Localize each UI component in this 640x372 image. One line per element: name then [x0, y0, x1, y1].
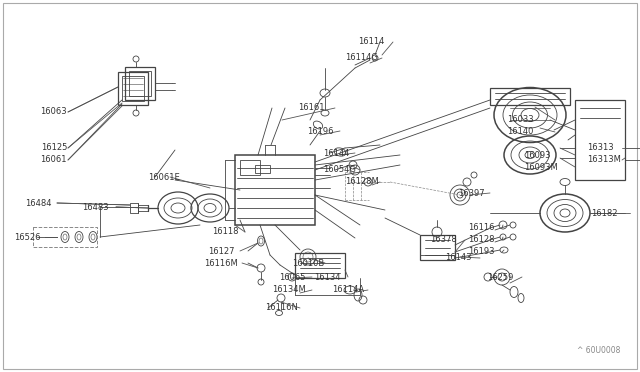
- Text: 16093: 16093: [524, 151, 550, 160]
- Bar: [255, 165, 270, 173]
- Text: 16093M: 16093M: [524, 163, 557, 171]
- Text: 16313M: 16313M: [587, 155, 621, 164]
- Text: 16116N: 16116N: [265, 304, 298, 312]
- Text: 16313: 16313: [587, 144, 614, 153]
- Text: 16140: 16140: [507, 128, 533, 137]
- Text: 16063: 16063: [40, 108, 67, 116]
- Text: 16526: 16526: [14, 232, 40, 241]
- Text: 16116: 16116: [468, 224, 495, 232]
- Bar: [33, 227, 97, 247]
- Bar: [130, 203, 138, 213]
- Text: 16116M: 16116M: [204, 259, 237, 267]
- Text: 16127: 16127: [208, 247, 234, 256]
- Text: 16061E: 16061E: [148, 173, 180, 182]
- Text: 16193: 16193: [468, 247, 495, 257]
- Text: 16061: 16061: [40, 155, 67, 164]
- Text: 16114A: 16114A: [332, 285, 364, 295]
- Text: 16483: 16483: [82, 202, 109, 212]
- Text: 16125: 16125: [40, 144, 67, 153]
- Text: 16484: 16484: [25, 199, 51, 208]
- Text: 16010B: 16010B: [292, 259, 324, 267]
- Text: 16196: 16196: [307, 126, 333, 135]
- Text: 16033: 16033: [507, 115, 534, 125]
- Text: 16134: 16134: [314, 273, 340, 282]
- Bar: [240, 160, 260, 175]
- Text: 16378: 16378: [430, 235, 457, 244]
- Text: 16397: 16397: [458, 189, 484, 198]
- Text: 16259: 16259: [487, 273, 513, 282]
- Text: 16128: 16128: [468, 235, 495, 244]
- Text: 16065: 16065: [279, 273, 305, 282]
- Text: 16134M: 16134M: [272, 285, 306, 295]
- Text: 16128M: 16128M: [345, 177, 379, 186]
- Text: 16161: 16161: [298, 103, 324, 112]
- Text: 16118: 16118: [212, 228, 239, 237]
- Text: 16114: 16114: [358, 38, 385, 46]
- Text: 16143: 16143: [445, 253, 472, 263]
- Text: ^ 60U0008: ^ 60U0008: [577, 346, 620, 355]
- Text: 16114G: 16114G: [345, 54, 378, 62]
- Text: 16144: 16144: [323, 148, 349, 157]
- Text: 16054G: 16054G: [323, 166, 356, 174]
- Text: 16182: 16182: [591, 208, 618, 218]
